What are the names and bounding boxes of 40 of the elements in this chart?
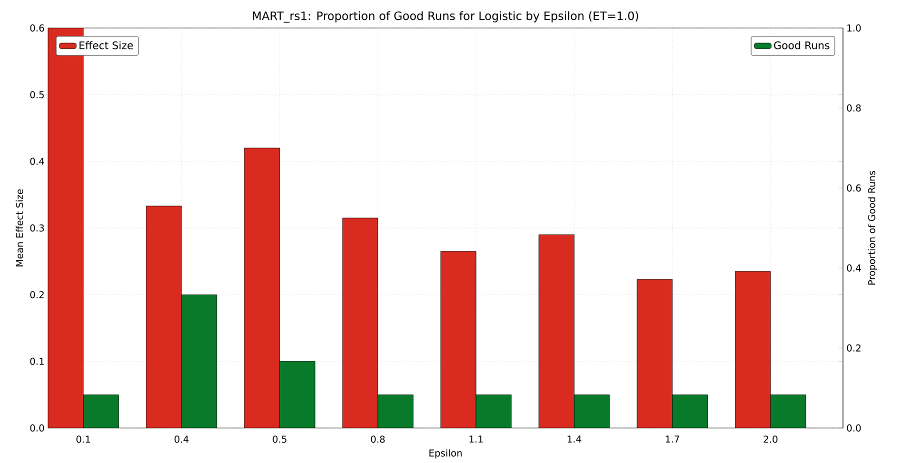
y-tick-label: 0.1 [30, 358, 44, 365]
bar [244, 148, 280, 428]
y2-tick-label: 0.2 [846, 344, 860, 352]
y-tick-label: 0.5 [30, 91, 44, 98]
x-tick-label: 0.1 [76, 436, 90, 443]
y2-tick-label: 0.8 [846, 104, 861, 112]
bar [770, 394, 806, 428]
bar [636, 279, 673, 428]
bar [440, 251, 476, 428]
x-tick-label: 2.0 [764, 436, 778, 443]
bar [538, 234, 574, 428]
y-axis-title: Mean Effect Size [16, 189, 24, 266]
y-tick-label: 0.2 [30, 291, 44, 298]
y2-tick-label: 1.0 [847, 24, 861, 32]
bar [735, 271, 771, 428]
x-tick-label: 1.4 [568, 436, 582, 443]
bar [476, 394, 512, 428]
x-tick-label: 0.8 [370, 436, 385, 443]
y-tick-label: 0.3 [30, 224, 44, 232]
bar [83, 394, 119, 428]
x-tick-label: 1.1 [470, 436, 483, 443]
y2-tick-label: 0.6 [846, 184, 861, 192]
y-tick-label: 0.0 [30, 424, 44, 432]
y2-axis-title: Proportion of Good Runs [868, 170, 878, 285]
x-tick-label: 1.7 [666, 436, 680, 443]
y-tick-label: 0.4 [30, 158, 44, 165]
y2-tick-label: 0.4 [846, 264, 861, 272]
legend-label: Effect Size [80, 41, 133, 50]
bar [574, 394, 610, 428]
x-axis-title: Epsilon [429, 449, 462, 458]
legend-label: Good Runs [774, 41, 830, 50]
chart-title: MART_rs1: Proportion of Good Runs for Logistic by Epsilon (ET=1.0) [253, 11, 638, 23]
bar [342, 218, 378, 428]
bar [378, 394, 414, 428]
y-tick-label: 0.6 [30, 24, 44, 32]
y2-tick-label: 0.0 [846, 424, 861, 432]
bar [672, 394, 708, 428]
x-tick-label: 0.5 [272, 436, 286, 443]
bar [279, 361, 316, 428]
x-tick-label: 0.4 [174, 436, 189, 443]
